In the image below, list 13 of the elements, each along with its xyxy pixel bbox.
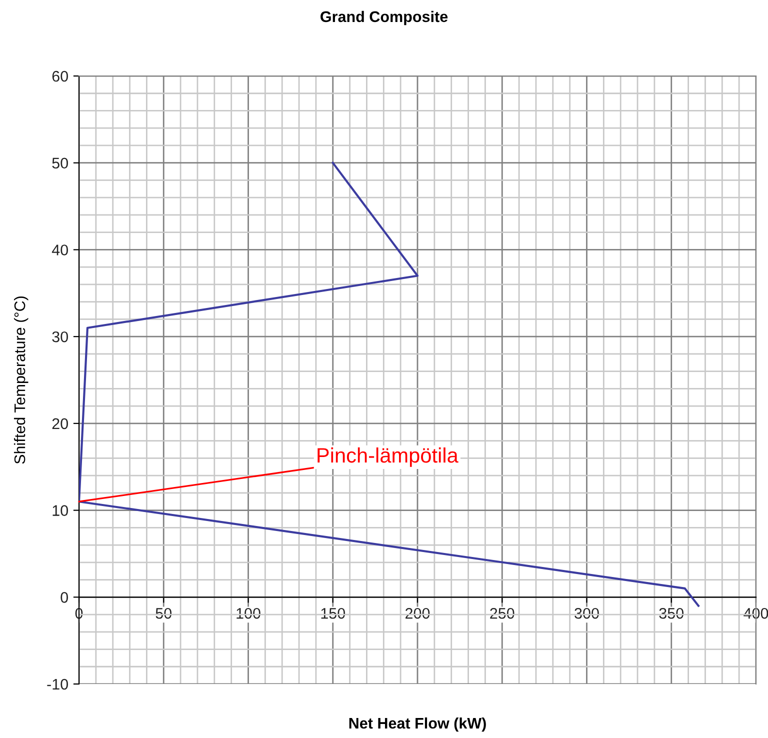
y-tick-label: 0 <box>60 592 68 603</box>
line-series <box>79 162 700 607</box>
y-tick-label: 40 <box>52 244 68 256</box>
y-tick-label: 30 <box>52 331 68 342</box>
x-axis-title: Net Heat Flow (kW) <box>349 717 486 732</box>
y-tick-label: 50 <box>52 158 68 169</box>
y-tick-label: 20 <box>52 418 68 430</box>
annotation: Pinch-lämpötila <box>318 447 458 467</box>
chart-title: Grand Composite <box>320 10 448 26</box>
y-tick-label: 10 <box>52 505 68 516</box>
y-axis-title: Shifted Temperature (°C) <box>14 296 28 464</box>
y-tick-label: 60 <box>52 70 68 82</box>
y-tick-label: -10 <box>47 678 68 690</box>
